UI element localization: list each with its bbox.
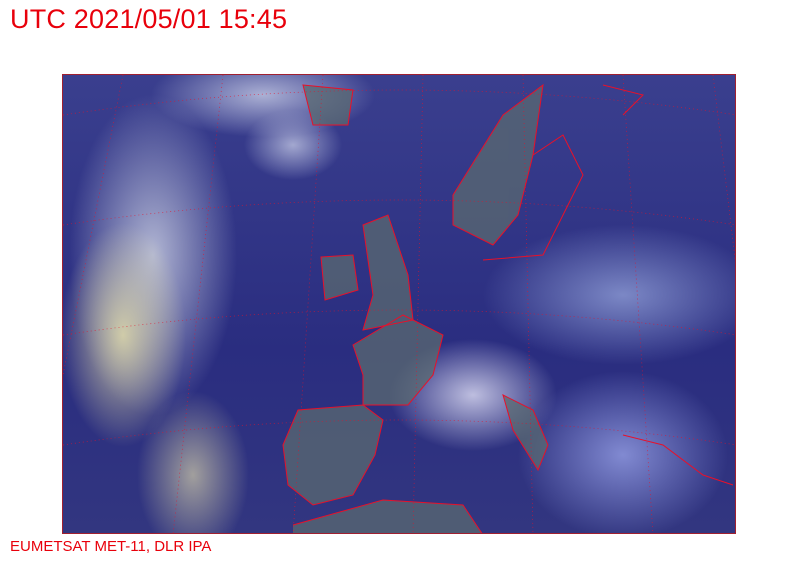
- land-north-africa: [293, 500, 482, 533]
- land-scandinavia: [453, 85, 543, 245]
- satellite-map: [62, 74, 736, 534]
- land-iceland: [303, 85, 353, 125]
- coastlines: [282, 83, 734, 533]
- land-france: [353, 315, 443, 405]
- data-source-credit: EUMETSAT MET-11, DLR IPA: [10, 538, 212, 555]
- land-iberia: [283, 405, 383, 505]
- land-masses: [283, 85, 548, 533]
- land-great-britain: [363, 215, 413, 330]
- land-italy: [503, 395, 548, 470]
- land-ireland: [321, 255, 358, 300]
- lat-lon-grid: [63, 75, 735, 533]
- timestamp-title: UTC 2021/05/01 15:45: [10, 4, 288, 34]
- map-overlay: [63, 75, 735, 533]
